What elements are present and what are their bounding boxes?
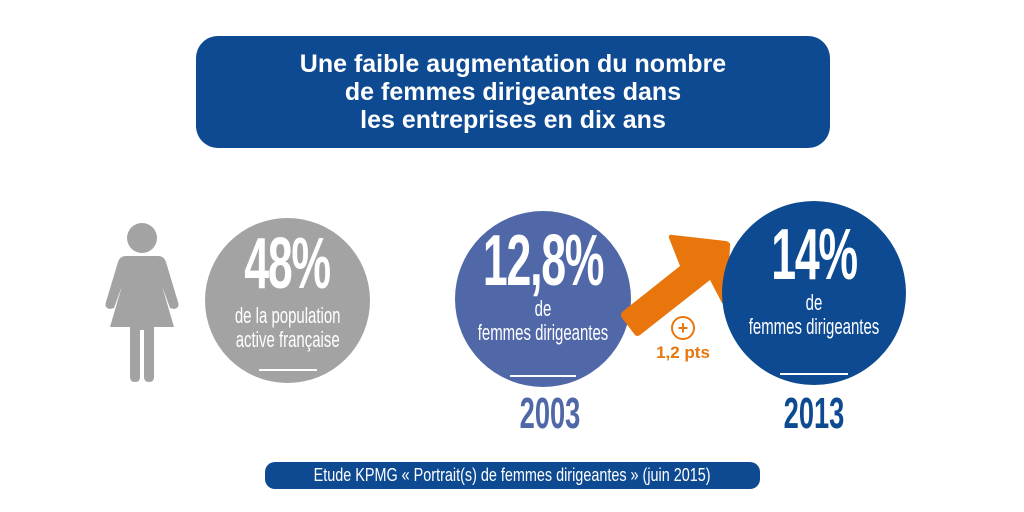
source-text: Etude KPMG « Portrait(s) de femmes dirig… — [314, 465, 712, 485]
source-banner: Etude KPMG « Portrait(s) de femmes dirig… — [265, 462, 760, 489]
population-value: 48% — [244, 224, 332, 304]
stat-caption-2013: de femmes dirigeantes — [749, 291, 880, 339]
stat-circle-2003: 12,8% de femmes dirigeantes — [455, 211, 631, 387]
title-banner: Une faible augmentation du nombre de fem… — [196, 36, 830, 148]
arrow-up-right-icon — [621, 234, 731, 336]
change-label: 1,2 pts — [656, 343, 710, 362]
divider — [259, 369, 317, 371]
divider — [510, 375, 576, 377]
population-caption: de la population active française — [235, 304, 341, 352]
woman-icon — [105, 223, 179, 382]
stat-caption-line-2: femmes dirigeantes — [748, 314, 880, 339]
population-caption-line-2: active française — [235, 327, 340, 352]
stat-caption-line-2: femmes dirigeantes — [477, 320, 609, 345]
stat-caption-2003: de femmes dirigeantes — [478, 297, 609, 345]
divider — [780, 373, 848, 375]
year-2003: 2003 — [519, 389, 581, 438]
stat-caption-line-1: de — [534, 296, 552, 321]
population-caption-line-1: de la population — [234, 303, 341, 328]
year-2013: 2013 — [783, 389, 845, 438]
stat-value-2013: 14% — [771, 215, 858, 295]
stat-caption-line-1: de — [805, 290, 823, 315]
plus-icon: + — [671, 316, 695, 340]
title-line-2: de femmes dirigeantes dans — [344, 78, 682, 106]
title-line-1: Une faible augmentation du nombre — [299, 50, 727, 78]
stat-value-2003: 12,8% — [482, 221, 605, 301]
title-line-3: les entreprises en dix ans — [360, 106, 666, 134]
population-circle: 48% de la population active française — [205, 218, 370, 383]
stat-circle-2013: 14% de femmes dirigeantes — [722, 201, 906, 385]
